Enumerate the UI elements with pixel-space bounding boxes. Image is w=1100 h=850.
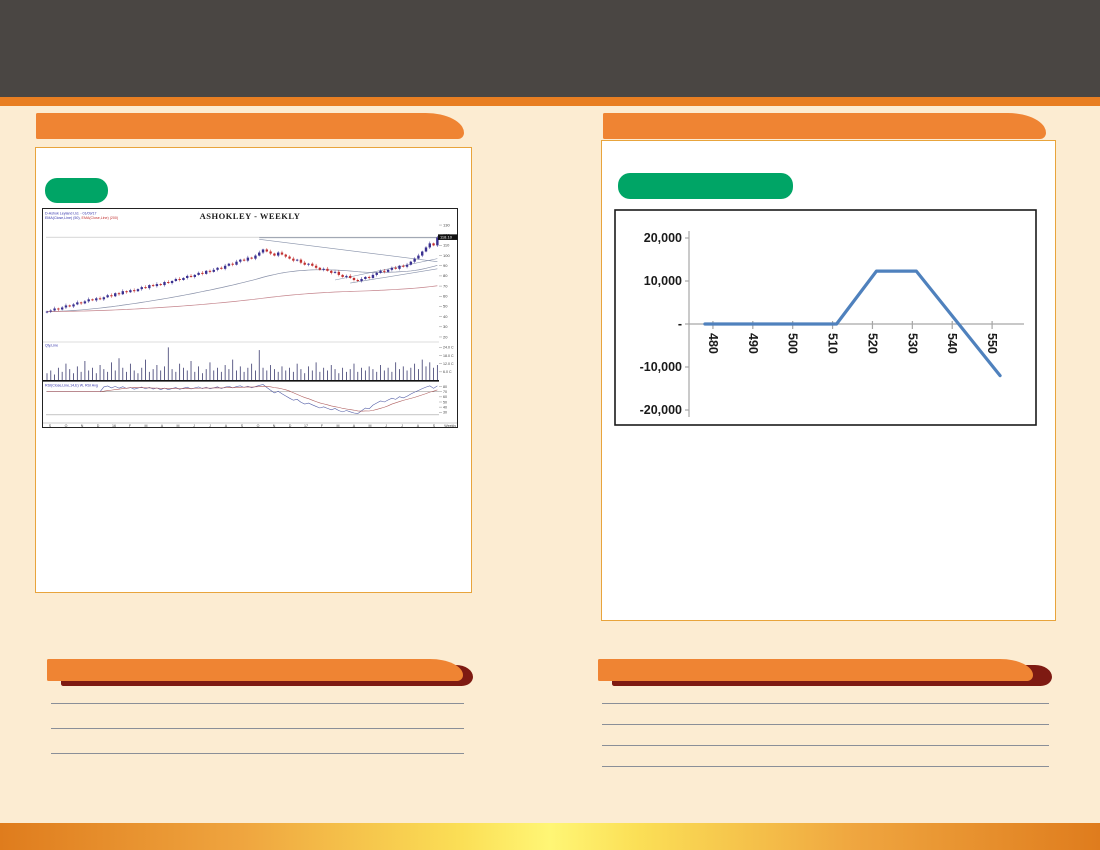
- svg-text:17: 17: [304, 424, 308, 428]
- svg-text:S: S: [49, 424, 52, 428]
- svg-text:A: A: [417, 424, 420, 428]
- svg-text:J: J: [401, 424, 403, 428]
- svg-text:110: 110: [443, 243, 450, 248]
- svg-text:M: M: [145, 424, 148, 428]
- svg-text:50: 50: [443, 400, 447, 404]
- svg-text:50: 50: [443, 304, 448, 309]
- svg-text:30: 30: [443, 411, 447, 415]
- svg-text:100: 100: [443, 253, 450, 258]
- svg-text:20: 20: [443, 334, 448, 339]
- svg-text:A: A: [353, 424, 356, 428]
- svg-text:30: 30: [443, 324, 448, 329]
- left-section-title-bar: [36, 113, 464, 139]
- note-rule-line: [51, 703, 464, 704]
- svg-text:Weekly: Weekly: [444, 424, 456, 428]
- svg-text:O: O: [65, 424, 68, 428]
- svg-text:D: D: [289, 424, 292, 428]
- svg-text:A: A: [161, 424, 164, 428]
- notes-left-header-bar: [47, 659, 473, 686]
- payoff-line-chart: 20,000 10,000 - -10,000 -20,000 480 490 500 510 5…: [614, 209, 1037, 426]
- svg-text:M: M: [177, 424, 180, 428]
- note-rule-line: [602, 724, 1049, 725]
- svg-text:J: J: [385, 424, 387, 428]
- svg-text:Qty,Line: Qty,Line: [45, 344, 58, 348]
- svg-text:520: 520: [865, 333, 879, 354]
- svg-text:N: N: [273, 424, 276, 428]
- note-rule-line: [51, 728, 464, 729]
- note-rule-line: [602, 766, 1049, 767]
- svg-text:530: 530: [905, 333, 919, 354]
- svg-text:80: 80: [443, 385, 447, 389]
- svg-text:24.0 C: 24.0 C: [443, 346, 454, 350]
- svg-text:90: 90: [443, 263, 448, 268]
- svg-text:60: 60: [443, 294, 448, 299]
- svg-text:-10,000: -10,000: [640, 360, 682, 374]
- svg-text:40: 40: [443, 405, 447, 409]
- svg-text:550: 550: [985, 333, 999, 354]
- svg-text:12.0 C: 12.0 C: [443, 362, 454, 366]
- svg-text:S: S: [433, 424, 436, 428]
- svg-text:ASHOKLEY - WEEKLY: ASHOKLEY - WEEKLY: [200, 211, 301, 221]
- svg-text:A: A: [225, 424, 228, 428]
- notes-left-bar: [47, 659, 463, 681]
- svg-text:490: 490: [746, 333, 760, 354]
- svg-text:118.10: 118.10: [440, 235, 453, 240]
- svg-text:130: 130: [443, 222, 450, 227]
- svg-text:J: J: [209, 424, 211, 428]
- svg-text:-: -: [678, 317, 682, 331]
- note-rule-line: [602, 703, 1049, 704]
- svg-text:O: O: [257, 424, 260, 428]
- svg-text:540: 540: [945, 333, 959, 354]
- svg-text:10,000: 10,000: [644, 274, 682, 288]
- note-rule-line: [602, 745, 1049, 746]
- svg-text:70: 70: [443, 283, 448, 288]
- svg-text:F: F: [129, 424, 132, 428]
- svg-text:6.0 C: 6.0 C: [443, 370, 452, 374]
- svg-text:D: D: [97, 424, 100, 428]
- svg-text:16: 16: [112, 424, 116, 428]
- ashokley-weekly-candlestick-chart: ASHOKLEY - WEEKLY D-Ashok Leyland Ltd. - …: [42, 208, 458, 428]
- note-rule-line: [51, 753, 464, 754]
- svg-text:60: 60: [443, 395, 447, 399]
- svg-text:500: 500: [786, 333, 800, 354]
- svg-text:480: 480: [706, 333, 720, 354]
- header-band: [0, 0, 1100, 97]
- svg-text:510: 510: [826, 333, 840, 354]
- svg-text:70: 70: [443, 390, 447, 394]
- svg-text:J: J: [193, 424, 195, 428]
- footer-gradient-band: [0, 823, 1100, 850]
- notes-right-bar: [598, 659, 1033, 681]
- svg-text:18.0 C: 18.0 C: [443, 354, 454, 358]
- left-green-badge: [45, 178, 108, 203]
- svg-text:-20,000: -20,000: [640, 403, 682, 417]
- svg-text:80: 80: [443, 273, 448, 278]
- svg-text:EMA(Close,Line) (50), EMA(Clos: EMA(Close,Line) (50), EMA(Close,Line) (2…: [45, 216, 118, 220]
- svg-text:N: N: [81, 424, 84, 428]
- right-section-title-bar: [603, 113, 1046, 139]
- svg-text:M: M: [369, 424, 372, 428]
- svg-text:D-Ashok Leyland Ltd. - 01/09/1: D-Ashok Leyland Ltd. - 01/09/17: [45, 212, 97, 216]
- svg-text:F: F: [321, 424, 324, 428]
- svg-text:M: M: [337, 424, 340, 428]
- svg-text:S: S: [241, 424, 244, 428]
- notes-section-left: [47, 659, 473, 769]
- header-orange-stripe: [0, 97, 1100, 106]
- right-green-badge: [618, 173, 793, 199]
- svg-text:40: 40: [443, 314, 448, 319]
- notes-section-right: [598, 659, 1052, 774]
- notes-right-header-bar: [598, 659, 1052, 686]
- svg-text:RSI(Close,Line,14,E) W, RSI Av: RSI(Close,Line,14,E) W, RSI Avg: [45, 384, 98, 388]
- svg-text:20,000: 20,000: [644, 231, 682, 245]
